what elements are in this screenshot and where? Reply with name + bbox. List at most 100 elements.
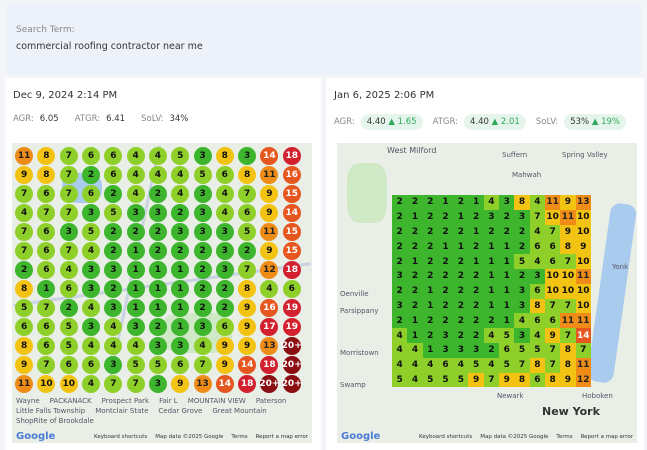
rank-cell[interactable]: 15 [282,184,301,203]
rank-cell[interactable]: 18 [238,374,257,393]
rank-cell[interactable]: 2 [193,260,212,279]
rank-cell[interactable]: 4 [453,357,469,373]
rank-cell[interactable]: 1 [407,209,423,225]
rank-cell[interactable]: 2 [422,195,438,210]
rank-cell[interactable]: 4 [260,279,279,298]
rank-cell[interactable]: 1 [407,328,423,343]
rank-cell[interactable]: 10 [544,209,561,225]
rank-cell[interactable]: 9 [468,372,484,388]
rank-cell[interactable]: 17 [260,317,279,336]
rank-cell[interactable]: 3 [215,241,234,260]
rank-cell[interactable]: 6 [82,146,101,165]
rank-cell[interactable]: 8 [529,298,545,314]
rank-cell[interactable]: 6 [37,184,56,203]
rank-cell[interactable]: 3 [104,260,123,279]
rank-cell[interactable]: 18 [282,146,301,165]
rank-cell[interactable]: 1 [171,260,190,279]
rank-cell[interactable]: 1 [453,239,469,255]
rank-cell[interactable]: 3 [499,195,515,210]
rank-cell[interactable]: 20+ [259,374,279,393]
report-error-link[interactable]: Report a map error [255,433,308,440]
rank-cell[interactable]: 2 [148,241,167,260]
rank-cell[interactable]: 6 [82,184,101,203]
rank-cell[interactable]: 2 [422,328,438,343]
rank-cell[interactable]: 9 [560,195,576,210]
rank-cell[interactable]: 4 [171,165,190,184]
rank-cell[interactable]: 5 [468,357,484,373]
rank-cell[interactable]: 7 [238,184,257,203]
rank-cell[interactable]: 4 [82,298,101,317]
rank-cell[interactable]: 6 [544,313,561,329]
rank-cell[interactable]: 12 [575,372,591,388]
rank-cell[interactable]: 4 [392,357,408,373]
rank-cell[interactable]: 4 [148,165,167,184]
rank-cell[interactable]: 4 [104,336,123,355]
rank-cell[interactable]: 6 [437,357,454,373]
rank-cell[interactable]: 5 [126,355,145,374]
rank-cell[interactable]: 5 [422,372,438,388]
rank-cell[interactable]: 2 [437,313,454,329]
rank-cell[interactable]: 6 [529,313,545,329]
rank-cell[interactable]: 1 [148,298,167,317]
rank-cell[interactable]: 3 [82,203,101,222]
rank-cell[interactable]: 2 [15,260,34,279]
rank-cell[interactable]: 9 [260,184,279,203]
rank-cell[interactable]: 6 [238,203,257,222]
rank-cell[interactable]: 4 [407,372,423,388]
rank-cell[interactable]: 2 [453,268,469,284]
rank-cell[interactable]: 6 [37,260,56,279]
rank-cell[interactable]: 11 [575,357,591,373]
rank-cell[interactable]: 2 [407,224,423,240]
rank-cell[interactable]: 2 [104,279,123,298]
rank-cell[interactable]: 4 [171,184,190,203]
rank-cell[interactable]: 7 [514,357,530,373]
rank-cell[interactable]: 5 [15,298,34,317]
rank-cell[interactable]: 3 [238,146,257,165]
rank-cell[interactable]: 1 [148,279,167,298]
rank-cell[interactable]: 2 [437,254,454,269]
rank-cell[interactable]: 4 [483,195,500,210]
rank-cell[interactable]: 2 [483,342,500,358]
rank-cell[interactable]: 3 [483,209,500,225]
rank-cell[interactable]: 2 [193,298,212,317]
rank-cell[interactable]: 1 [437,239,454,255]
rank-cell[interactable]: 1 [126,279,145,298]
rank-cell[interactable]: 3 [59,222,78,241]
rank-cell[interactable]: 9 [238,298,257,317]
rank-cell[interactable]: 2 [104,241,123,260]
rank-cell[interactable]: 10 [575,283,591,299]
rank-cell[interactable]: 2 [499,224,515,240]
rank-cell[interactable]: 1 [437,195,454,210]
rank-cell[interactable]: 7 [15,241,34,260]
rank-cell[interactable]: 2 [392,195,408,210]
rank-cell[interactable]: 2 [215,279,234,298]
rank-cell[interactable]: 6 [282,279,301,298]
rank-cell[interactable]: 8 [215,146,234,165]
rank-cell[interactable]: 4 [407,357,423,373]
rank-cell[interactable]: 15 [282,241,301,260]
rank-cell[interactable]: 1 [483,239,500,255]
rank-cell[interactable]: 2 [483,224,500,240]
rank-cell[interactable]: 3 [82,260,101,279]
rank-cell[interactable]: 16 [260,298,279,317]
rank-cell[interactable]: 3 [215,260,234,279]
rank-cell[interactable]: 8 [238,279,257,298]
rank-cell[interactable]: 3 [514,298,530,314]
rank-cell[interactable]: 10 [560,268,576,284]
rank-cell[interactable]: 8 [15,279,34,298]
rank-cell[interactable]: 10 [575,298,591,314]
rank-cell[interactable]: 4 [82,336,101,355]
rank-cell[interactable]: 6 [104,165,123,184]
rank-cell[interactable]: 1 [453,209,469,225]
rank-cell[interactable]: 9 [560,224,576,240]
rank-cell[interactable]: 1 [171,279,190,298]
rank-cell[interactable]: 5 [392,372,408,388]
rank-cell[interactable]: 3 [82,317,101,336]
rank-cell[interactable]: 1 [483,254,500,269]
rank-cell[interactable]: 7 [544,298,561,314]
rank-cell[interactable]: 2 [468,328,484,343]
rank-cell[interactable]: 5 [499,328,515,343]
rank-cell[interactable]: 2 [59,298,78,317]
rank-cell[interactable]: 5 [82,222,101,241]
rank-cell[interactable]: 1 [407,313,423,329]
